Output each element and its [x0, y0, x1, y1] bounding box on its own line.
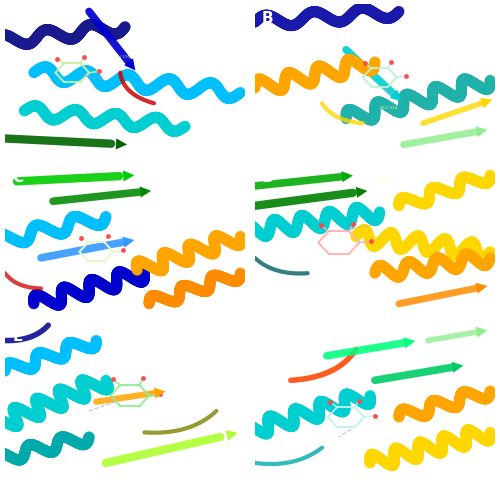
Text: E: E	[12, 329, 22, 344]
Text: F: F	[262, 329, 272, 344]
Text: B: B	[262, 11, 274, 26]
Text: GLU 246: GLU 246	[375, 179, 392, 183]
Text: GLU 234: GLU 234	[380, 106, 397, 109]
Text: HIS 121: HIS 121	[327, 442, 342, 445]
Text: CYS 179: CYS 179	[77, 271, 94, 275]
Text: A: A	[12, 11, 24, 26]
Text: GLU 191: GLU 191	[113, 55, 130, 59]
Text: D: D	[262, 170, 274, 185]
Text: SER 65: SER 65	[58, 419, 72, 423]
Text: C: C	[12, 170, 24, 185]
